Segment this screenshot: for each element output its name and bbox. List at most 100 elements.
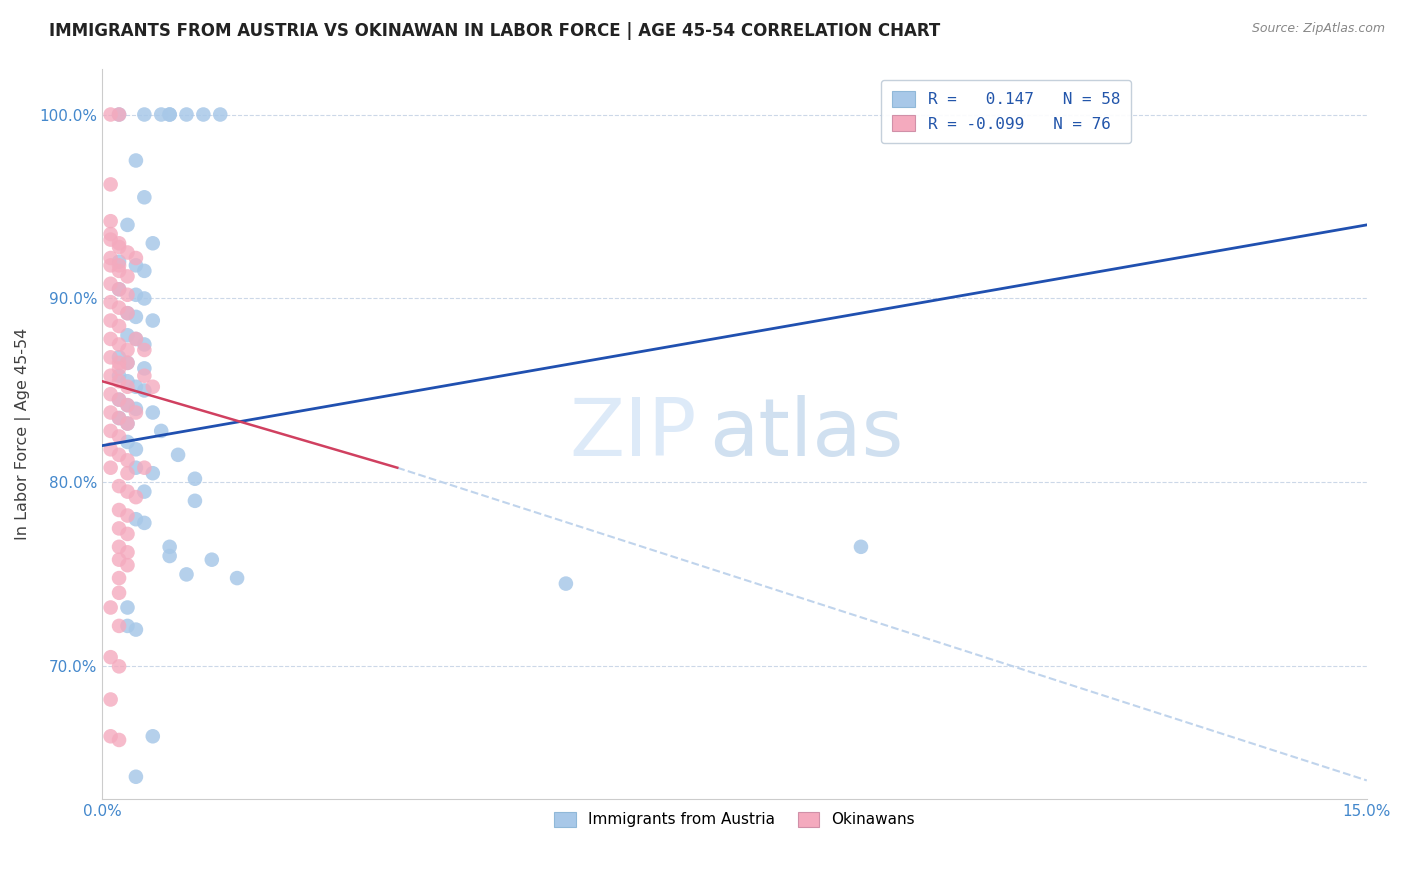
Point <box>100 107 122 121</box>
Point <box>108 337 131 351</box>
Point <box>167 448 190 462</box>
Point <box>117 508 139 523</box>
Point <box>184 472 207 486</box>
Point <box>142 380 165 394</box>
Point <box>117 417 139 431</box>
Point <box>125 287 148 301</box>
Point <box>150 107 173 121</box>
Point <box>554 576 576 591</box>
Point <box>117 545 139 559</box>
Point <box>117 269 139 284</box>
Point <box>117 245 139 260</box>
Point <box>134 384 156 398</box>
Point <box>125 332 148 346</box>
Point <box>125 380 148 394</box>
Point <box>142 729 165 743</box>
Point <box>100 332 122 346</box>
Point <box>108 356 131 370</box>
Point <box>125 310 148 324</box>
Point <box>117 218 139 232</box>
Point <box>100 405 122 419</box>
Point <box>108 264 131 278</box>
Point <box>108 319 131 334</box>
Point <box>117 398 139 412</box>
Point <box>117 328 139 343</box>
Point <box>108 236 131 251</box>
Point <box>108 552 131 566</box>
Point <box>100 650 122 665</box>
Point <box>108 107 131 121</box>
Point <box>134 190 156 204</box>
Point <box>117 417 139 431</box>
Point <box>108 733 131 747</box>
Text: Source: ZipAtlas.com: Source: ZipAtlas.com <box>1251 22 1385 36</box>
Point <box>117 619 139 633</box>
Point <box>193 107 215 121</box>
Point <box>117 343 139 357</box>
Point <box>134 343 156 357</box>
Point <box>100 227 122 241</box>
Point <box>108 429 131 443</box>
Point <box>117 434 139 449</box>
Point <box>117 374 139 388</box>
Point <box>125 153 148 168</box>
Point <box>117 600 139 615</box>
Point <box>117 398 139 412</box>
Legend: Immigrants from Austria, Okinawans: Immigrants from Austria, Okinawans <box>547 805 922 835</box>
Point <box>159 549 181 563</box>
Point <box>100 600 122 615</box>
Point <box>142 467 165 481</box>
Point <box>117 356 139 370</box>
Point <box>134 337 156 351</box>
Point <box>150 424 173 438</box>
Point <box>142 236 165 251</box>
Point <box>108 411 131 425</box>
Point <box>134 460 156 475</box>
Point <box>100 313 122 327</box>
Point <box>849 540 872 554</box>
Y-axis label: In Labor Force | Age 45-54: In Labor Force | Age 45-54 <box>15 327 31 540</box>
Point <box>125 460 148 475</box>
Point <box>108 107 131 121</box>
Point <box>117 306 139 320</box>
Point <box>108 540 131 554</box>
Point <box>100 214 122 228</box>
Point <box>125 405 148 419</box>
Point <box>134 107 156 121</box>
Point <box>108 479 131 493</box>
Point <box>134 516 156 530</box>
Point <box>108 374 131 388</box>
Point <box>125 623 148 637</box>
Point <box>108 586 131 600</box>
Point <box>100 368 122 383</box>
Point <box>100 692 122 706</box>
Point <box>142 405 165 419</box>
Point <box>125 401 148 416</box>
Point <box>100 233 122 247</box>
Point <box>100 258 122 272</box>
Point <box>108 448 131 462</box>
Point <box>117 380 139 394</box>
Text: ZIP: ZIP <box>569 394 696 473</box>
Point <box>108 368 131 383</box>
Point <box>117 558 139 573</box>
Point <box>108 282 131 296</box>
Text: IMMIGRANTS FROM AUSTRIA VS OKINAWAN IN LABOR FORCE | AGE 45-54 CORRELATION CHART: IMMIGRANTS FROM AUSTRIA VS OKINAWAN IN L… <box>49 22 941 40</box>
Point <box>108 392 131 407</box>
Point <box>125 512 148 526</box>
Point <box>108 411 131 425</box>
Point <box>134 264 156 278</box>
Point <box>125 490 148 504</box>
Point <box>184 493 207 508</box>
Point <box>159 540 181 554</box>
Point <box>117 453 139 467</box>
Point <box>108 659 131 673</box>
Point <box>176 107 198 121</box>
Point <box>108 521 131 535</box>
Point <box>108 571 131 585</box>
Point <box>108 282 131 296</box>
Point <box>100 387 122 401</box>
Point <box>117 527 139 541</box>
Point <box>117 467 139 481</box>
Point <box>159 107 181 121</box>
